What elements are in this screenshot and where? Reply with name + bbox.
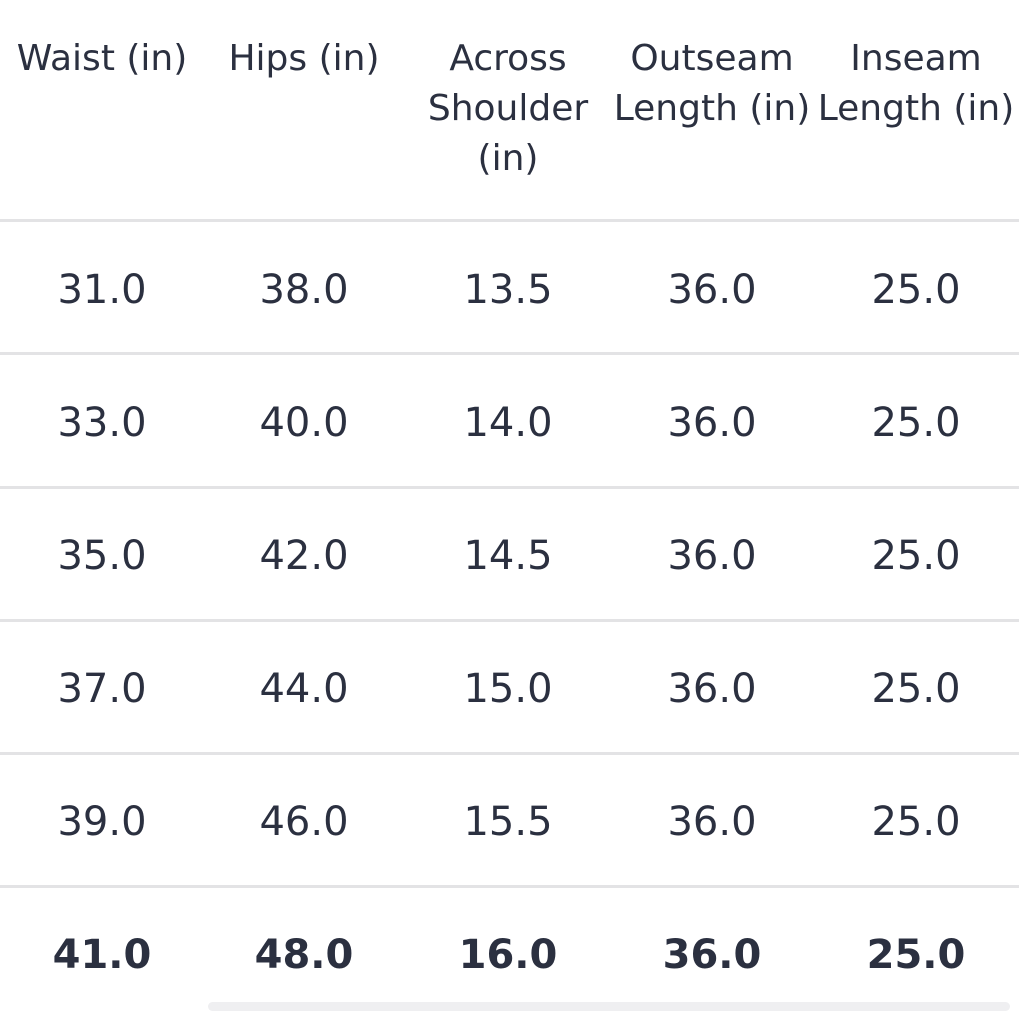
cell-inseam-length: 25.0 xyxy=(871,533,961,579)
table-row: 35.0 42.0 14.5 36.0 25.0 xyxy=(0,491,1019,621)
table-row-highlighted: 41.0 48.0 16.0 36.0 25.0 xyxy=(0,890,1019,1020)
cell-hips: 48.0 xyxy=(254,932,354,978)
cell-across-shoulder: 16.0 xyxy=(458,932,558,978)
cell-outseam-length: 36.0 xyxy=(667,799,757,845)
table-row: 39.0 46.0 15.5 36.0 25.0 xyxy=(0,757,1019,887)
cell-outseam-length: 36.0 xyxy=(667,533,757,579)
cell-outseam-length: 36.0 xyxy=(667,267,757,313)
cell-across-shoulder: 14.0 xyxy=(463,400,553,446)
table-header-row: Waist (in) Hips (in) Across Shoulder (in… xyxy=(0,0,1019,220)
row-divider xyxy=(0,752,1019,755)
row-divider xyxy=(0,619,1019,622)
cell-waist: 37.0 xyxy=(57,666,147,712)
cell-across-shoulder: 15.5 xyxy=(463,799,553,845)
cell-outseam-length: 36.0 xyxy=(667,666,757,712)
column-header-outseam-length: Outseam Length (in) xyxy=(613,38,811,129)
cell-inseam-length: 25.0 xyxy=(871,267,961,313)
cell-across-shoulder: 13.5 xyxy=(463,267,553,313)
column-header-inseam-length: Inseam Length (in) xyxy=(817,38,1015,129)
cell-hips: 38.0 xyxy=(259,267,349,313)
horizontal-scrollbar[interactable] xyxy=(208,1002,1010,1011)
row-divider xyxy=(0,885,1019,888)
cell-across-shoulder: 14.5 xyxy=(463,533,553,579)
table-row: 33.0 40.0 14.0 36.0 25.0 xyxy=(0,358,1019,488)
cell-waist: 33.0 xyxy=(57,400,147,446)
row-divider xyxy=(0,486,1019,489)
column-header-across-shoulder: Across Shoulder (in) xyxy=(427,38,589,179)
size-chart-table: Waist (in) Hips (in) Across Shoulder (in… xyxy=(0,0,1019,978)
column-header-waist: Waist (in) xyxy=(16,38,188,79)
column-header-hips: Hips (in) xyxy=(228,38,380,79)
cell-hips: 46.0 xyxy=(259,799,349,845)
cell-waist: 39.0 xyxy=(57,799,147,845)
cell-hips: 42.0 xyxy=(259,533,349,579)
cell-inseam-length: 25.0 xyxy=(871,799,961,845)
cell-inseam-length: 25.0 xyxy=(871,666,961,712)
cell-outseam-length: 36.0 xyxy=(662,932,762,978)
cell-hips: 40.0 xyxy=(259,400,349,446)
table-row: 37.0 44.0 15.0 36.0 25.0 xyxy=(0,624,1019,754)
cell-waist: 31.0 xyxy=(57,267,147,313)
cell-outseam-length: 36.0 xyxy=(667,400,757,446)
cell-waist: 35.0 xyxy=(57,533,147,579)
cell-waist: 41.0 xyxy=(52,932,152,978)
row-divider xyxy=(0,352,1019,355)
cell-across-shoulder: 15.0 xyxy=(463,666,553,712)
cell-hips: 44.0 xyxy=(259,666,349,712)
row-divider xyxy=(0,219,1019,222)
cell-inseam-length: 25.0 xyxy=(871,400,961,446)
cell-inseam-length: 25.0 xyxy=(866,932,966,978)
table-row: 31.0 38.0 13.5 36.0 25.0 xyxy=(0,225,1019,355)
